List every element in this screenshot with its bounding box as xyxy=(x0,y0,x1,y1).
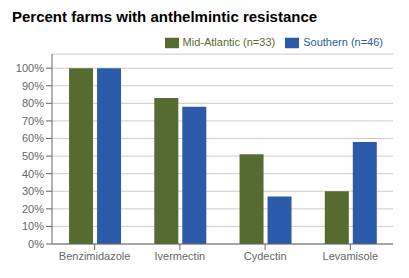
svg-text:30%: 30% xyxy=(22,185,44,197)
svg-text:50%: 50% xyxy=(22,150,44,162)
svg-text:Levamisole: Levamisole xyxy=(323,250,379,262)
html-text:Southern (n=46): Southern (n=46) xyxy=(303,36,383,48)
svg-text:70%: 70% xyxy=(22,115,44,127)
html-text:Mid-Atlantic (n=33): Mid-Atlantic (n=33) xyxy=(182,36,276,48)
svg-text:Ivermectin: Ivermectin xyxy=(155,250,206,262)
svg-text:80%: 80% xyxy=(22,97,44,109)
svg-text:Benzimidazole: Benzimidazole xyxy=(59,250,131,262)
svg-text:60%: 60% xyxy=(22,132,44,144)
svg-text:Cydectin: Cydectin xyxy=(244,250,287,262)
svg-text:10%: 10% xyxy=(22,220,44,232)
svg-text:20%: 20% xyxy=(22,203,44,215)
html-text:Percent farms with anthelminti: Percent farms with anthelmintic resistan… xyxy=(12,8,318,25)
svg-text:90%: 90% xyxy=(22,80,44,92)
svg-text:40%: 40% xyxy=(22,168,44,180)
svg-text:100%: 100% xyxy=(16,62,44,74)
svg-text:0%: 0% xyxy=(28,238,44,250)
